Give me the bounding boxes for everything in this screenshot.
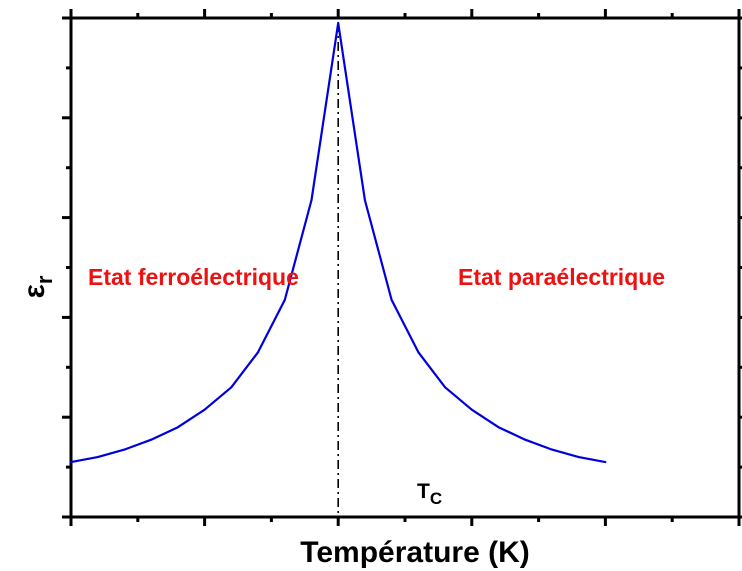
curve-point [283, 298, 286, 301]
y-axis-title-group: εr [18, 275, 57, 298]
paraelectric-state-label: Etat paraélectrique [458, 264, 665, 290]
curve-point [417, 351, 420, 354]
curve-point [203, 408, 206, 411]
curve-point [230, 386, 233, 389]
curve-point [123, 448, 126, 451]
curve-points [70, 21, 607, 464]
curve-point [497, 426, 500, 429]
axis-ticks [62, 9, 742, 526]
tc-label-subscript: C [430, 489, 442, 508]
curve-point [70, 461, 72, 464]
curve-point [96, 456, 99, 459]
curve-point [444, 386, 447, 389]
curve-point [363, 199, 366, 202]
y-axis-title: εr [18, 275, 57, 298]
curve-point [257, 351, 260, 354]
y-axis-subscript: r [32, 275, 57, 284]
curve-point [470, 408, 473, 411]
curve-point [337, 21, 340, 24]
y-axis-symbol: ε [18, 284, 51, 298]
tc-label-main: T [417, 480, 430, 503]
curve-point [390, 298, 393, 301]
curve-point [150, 438, 153, 441]
curve-point [604, 461, 607, 464]
curve-point [550, 448, 553, 451]
curve-point [524, 438, 527, 441]
curve-point [176, 426, 179, 429]
curve-point [310, 199, 313, 202]
ferroelectric-state-label: Etat ferroélectrique [88, 264, 299, 290]
x-axis-title: Température (K) [300, 536, 529, 569]
tc-label: TC [417, 480, 442, 508]
curve-point [577, 456, 580, 459]
